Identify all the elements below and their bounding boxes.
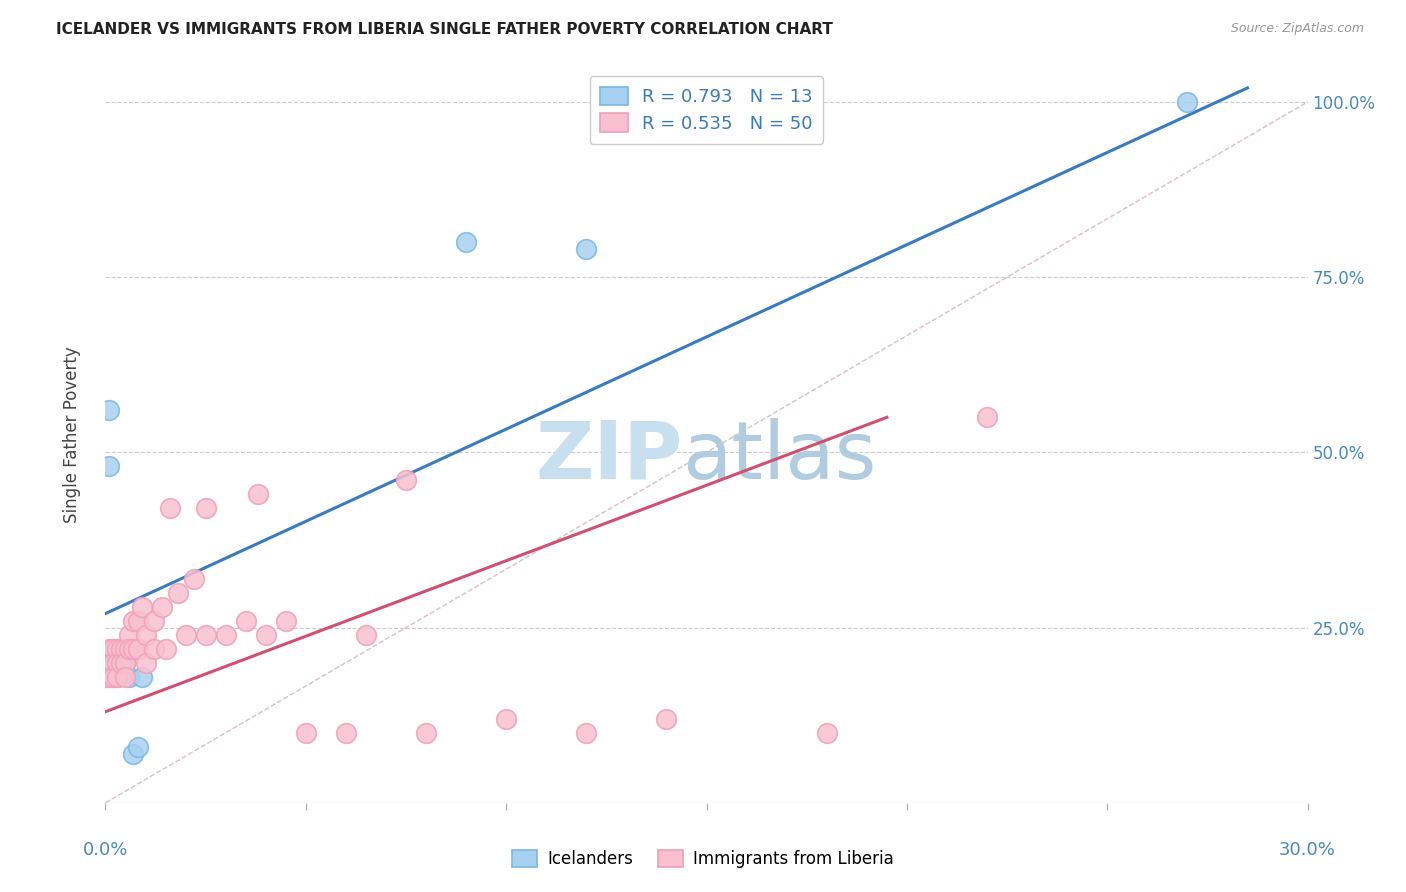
Point xyxy=(122,614,145,628)
Point xyxy=(122,641,145,656)
Point xyxy=(98,670,121,684)
Legend: Icelanders, Immigrants from Liberia: Icelanders, Immigrants from Liberia xyxy=(506,843,900,875)
Text: ZIP: ZIP xyxy=(536,418,682,496)
Point xyxy=(183,572,205,586)
Point xyxy=(274,614,297,628)
Point xyxy=(118,627,141,641)
Point xyxy=(127,739,149,754)
Point xyxy=(135,627,157,641)
Text: Single Father Poverty: Single Father Poverty xyxy=(63,346,80,524)
Point xyxy=(98,459,121,474)
Point xyxy=(103,656,125,670)
Point xyxy=(131,670,153,684)
Point xyxy=(166,585,188,599)
Point xyxy=(142,641,165,656)
Point xyxy=(150,599,173,614)
Text: atlas: atlas xyxy=(682,418,877,496)
Point xyxy=(295,725,318,739)
Point xyxy=(110,656,132,670)
Point xyxy=(354,627,377,641)
Point xyxy=(155,641,177,656)
Point xyxy=(335,725,357,739)
Point xyxy=(114,656,136,670)
Point xyxy=(214,627,236,641)
Point xyxy=(110,641,132,656)
Point xyxy=(94,656,117,670)
Text: 0.0%: 0.0% xyxy=(83,841,128,859)
Point xyxy=(114,656,136,670)
Point xyxy=(575,242,598,256)
Point xyxy=(103,656,125,670)
Point xyxy=(454,235,477,249)
Point xyxy=(122,747,145,761)
Point xyxy=(142,614,165,628)
Text: Source: ZipAtlas.com: Source: ZipAtlas.com xyxy=(1230,22,1364,36)
Legend: R = 0.793   N = 13, R = 0.535   N = 50: R = 0.793 N = 13, R = 0.535 N = 50 xyxy=(589,76,824,144)
Point xyxy=(94,670,117,684)
Point xyxy=(131,599,153,614)
Point xyxy=(194,627,217,641)
Point xyxy=(575,725,598,739)
Text: ICELANDER VS IMMIGRANTS FROM LIBERIA SINGLE FATHER POVERTY CORRELATION CHART: ICELANDER VS IMMIGRANTS FROM LIBERIA SIN… xyxy=(56,22,834,37)
Point xyxy=(127,614,149,628)
Point xyxy=(107,641,129,656)
Point xyxy=(98,403,121,417)
Point xyxy=(107,656,129,670)
Point xyxy=(98,641,121,656)
Point xyxy=(114,641,136,656)
Point xyxy=(235,614,257,628)
Point xyxy=(118,670,141,684)
Point xyxy=(103,641,125,656)
Point xyxy=(107,670,129,684)
Point xyxy=(98,656,121,670)
Point xyxy=(114,670,136,684)
Point xyxy=(103,670,125,684)
Point xyxy=(415,725,437,739)
Point xyxy=(194,501,217,516)
Point xyxy=(174,627,197,641)
Point xyxy=(495,712,517,726)
Point xyxy=(159,501,181,516)
Point xyxy=(1177,95,1199,109)
Point xyxy=(127,641,149,656)
Point xyxy=(976,410,998,425)
Point xyxy=(110,656,132,670)
Point xyxy=(107,670,129,684)
Text: 30.0%: 30.0% xyxy=(1279,841,1336,859)
Point xyxy=(246,487,269,501)
Point xyxy=(118,641,141,656)
Point xyxy=(655,712,678,726)
Point xyxy=(815,725,838,739)
Point xyxy=(254,627,277,641)
Point xyxy=(135,656,157,670)
Point xyxy=(395,474,418,488)
